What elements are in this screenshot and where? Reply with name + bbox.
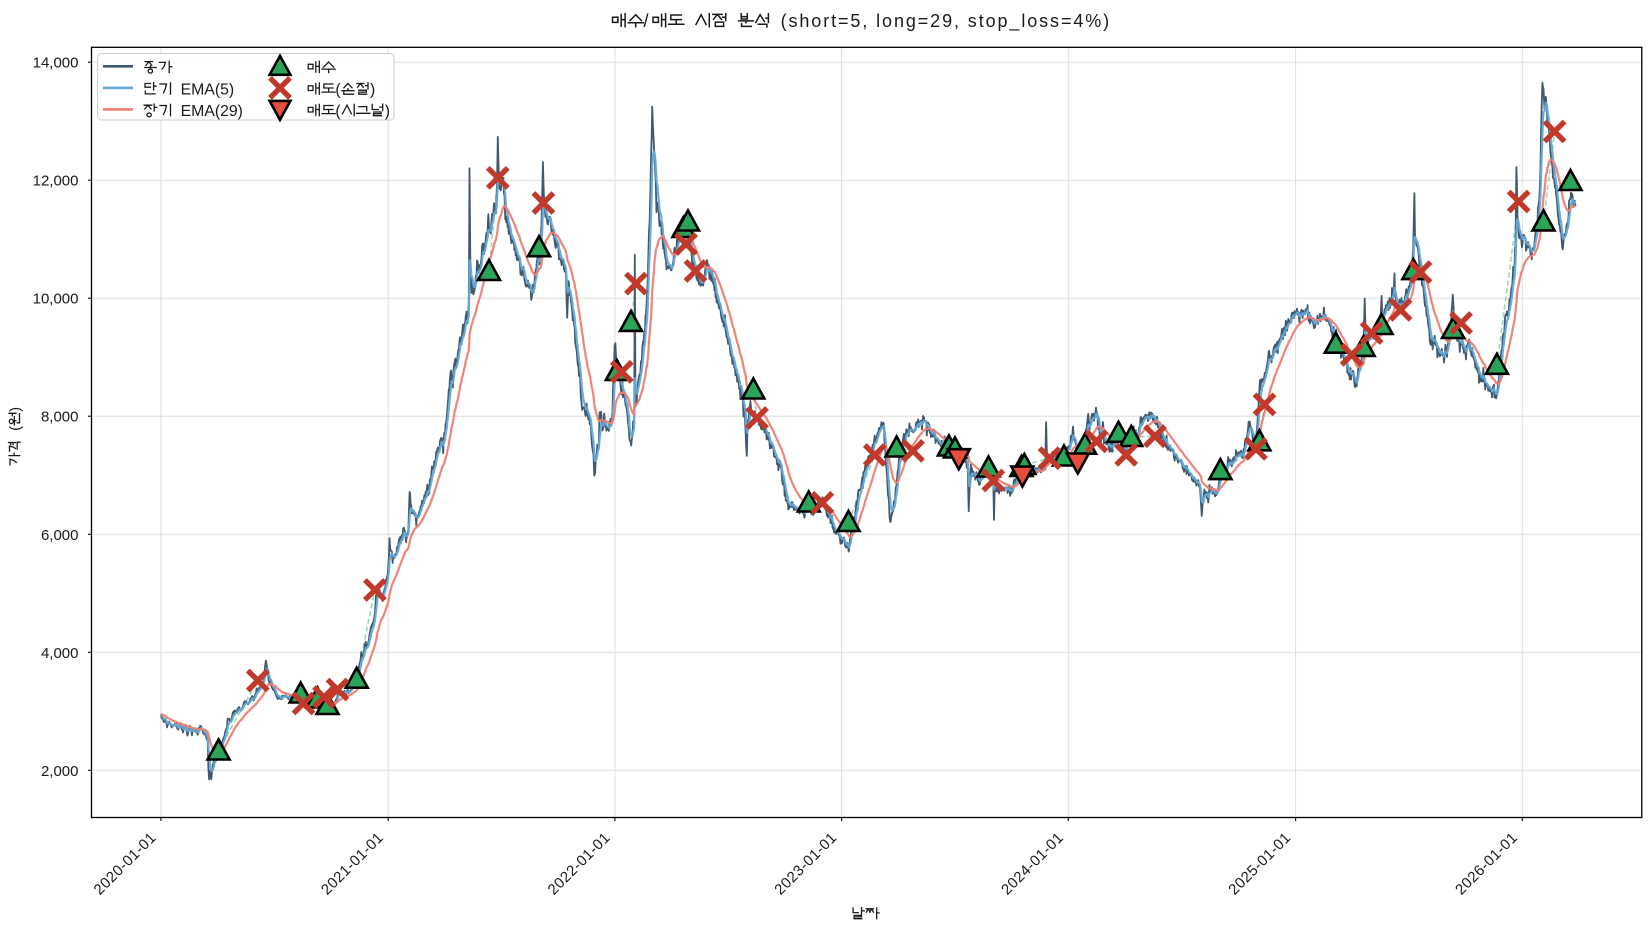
svg-text:(short=5, long=29, stop_loss=4: (short=5, long=29, stop_loss=4%) <box>781 11 1111 32</box>
svg-text:12,000: 12,000 <box>33 173 79 190</box>
svg-text:): ) <box>370 82 375 99</box>
svg-text:8,000: 8,000 <box>41 409 79 426</box>
svg-text:14,000: 14,000 <box>33 55 79 72</box>
svg-text:10,000: 10,000 <box>33 291 79 308</box>
svg-text:(: ( <box>335 82 341 99</box>
svg-text:(: ( <box>335 103 341 120</box>
svg-text:2,000: 2,000 <box>41 763 79 780</box>
svg-text:6,000: 6,000 <box>41 527 79 544</box>
svg-text:): ) <box>385 103 390 120</box>
svg-text:EMA(29): EMA(29) <box>181 103 243 120</box>
svg-text:EMA(5): EMA(5) <box>181 82 235 99</box>
svg-text:/: / <box>644 11 649 31</box>
svg-text:4,000: 4,000 <box>41 645 79 662</box>
svg-text:): ) <box>7 407 24 412</box>
svg-text:(: ( <box>7 426 24 431</box>
